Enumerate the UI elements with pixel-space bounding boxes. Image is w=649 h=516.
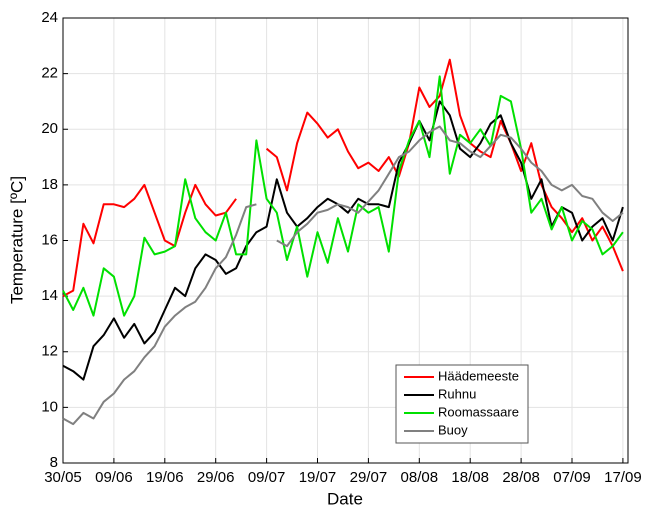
y-tick-label: 24 <box>41 9 58 26</box>
x-tick-label: 29/06 <box>197 469 235 486</box>
x-tick-label: 18/08 <box>451 469 489 486</box>
y-axis-label: Temperature [ºC] <box>7 176 26 304</box>
y-tick-label: 22 <box>41 65 58 82</box>
y-tick-label: 18 <box>41 176 58 193</box>
legend-label: Buoy <box>438 422 468 437</box>
y-tick-label: 16 <box>41 231 58 248</box>
x-tick-label: 19/06 <box>146 469 184 486</box>
x-tick-label: 07/09 <box>553 469 591 486</box>
y-tick-label: 20 <box>41 120 58 137</box>
series-line <box>62 75 624 317</box>
legend: Häädemeeste Ruhnu Roomassaare Buoy <box>395 364 529 444</box>
y-tick-label: 14 <box>41 287 58 304</box>
legend-label: Häädemeeste <box>438 368 519 383</box>
y-tick-label: 10 <box>41 398 58 415</box>
y-tick-label: 12 <box>41 343 58 360</box>
legend-label: Ruhnu <box>438 386 476 401</box>
series-line <box>62 58 624 297</box>
x-axis-label: Date <box>327 489 363 508</box>
x-tick-label: 09/07 <box>248 469 286 486</box>
x-tick-label: 29/07 <box>350 469 388 486</box>
series-line <box>62 125 624 426</box>
legend-label: Roomassaare <box>438 404 519 419</box>
series-line <box>62 100 624 381</box>
y-tick-label: 8 <box>50 454 58 471</box>
plot-frame <box>62 17 629 464</box>
x-tick-label: 30/05 <box>44 469 82 486</box>
x-tick-label: 09/06 <box>95 469 133 486</box>
x-tick-label: 08/08 <box>401 469 439 486</box>
x-tick-label: 28/08 <box>502 469 540 486</box>
x-tick-label: 19/07 <box>299 469 337 486</box>
x-tick-label: 17/09 <box>604 469 642 486</box>
